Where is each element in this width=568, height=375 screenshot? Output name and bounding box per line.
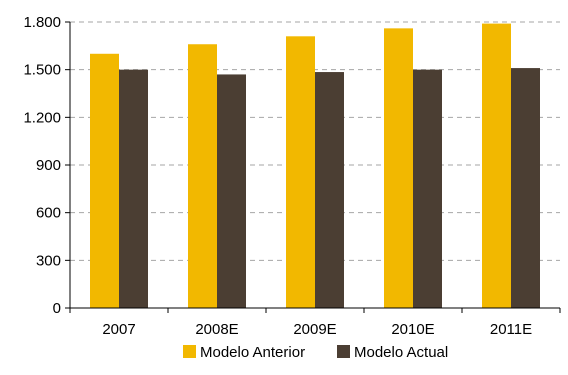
legend-label-modelo-anterior: Modelo Anterior (200, 344, 305, 361)
x-tick-label: 2010E (391, 321, 434, 338)
y-tick-label: 600 (36, 205, 61, 222)
bar-modelo-actual (119, 69, 148, 309)
x-axis-ticks: 2007 2008E 2009E 2010E 2011E (102, 321, 532, 338)
bar-modelo-actual (511, 68, 540, 308)
x-tick-label: 2007 (102, 321, 135, 338)
x-tick-label: 2008E (195, 321, 238, 338)
bar-modelo-anterior (286, 36, 315, 309)
y-tick-label: 1.500 (23, 62, 61, 79)
y-tick-label: 300 (36, 252, 61, 269)
x-tick-label: 2009E (293, 321, 336, 338)
bar-modelo-anterior (90, 53, 119, 309)
y-tick-label: 1.200 (23, 109, 61, 126)
bar-modelo-anterior (188, 44, 217, 308)
bars (90, 23, 540, 309)
bar-modelo-actual (217, 74, 246, 308)
y-tick-label: 0 (53, 300, 61, 317)
axes (65, 21, 561, 313)
y-tick-label: 1.800 (23, 14, 61, 31)
legend-swatch-modelo-anterior (183, 345, 196, 358)
bar-modelo-anterior (482, 23, 511, 308)
bar-modelo-actual (315, 72, 344, 308)
legend-label-modelo-actual: Modelo Actual (354, 344, 448, 361)
y-axis-ticks: 0 300 600 900 1.200 1.500 1.800 (23, 14, 61, 317)
y-tick-label: 900 (36, 157, 61, 174)
legend: Modelo Anterior Modelo Actual (183, 344, 448, 361)
bar-modelo-actual (413, 69, 442, 309)
legend-swatch-modelo-actual (337, 345, 350, 358)
x-tick-label: 2011E (490, 321, 532, 338)
bar-modelo-anterior (384, 28, 413, 308)
